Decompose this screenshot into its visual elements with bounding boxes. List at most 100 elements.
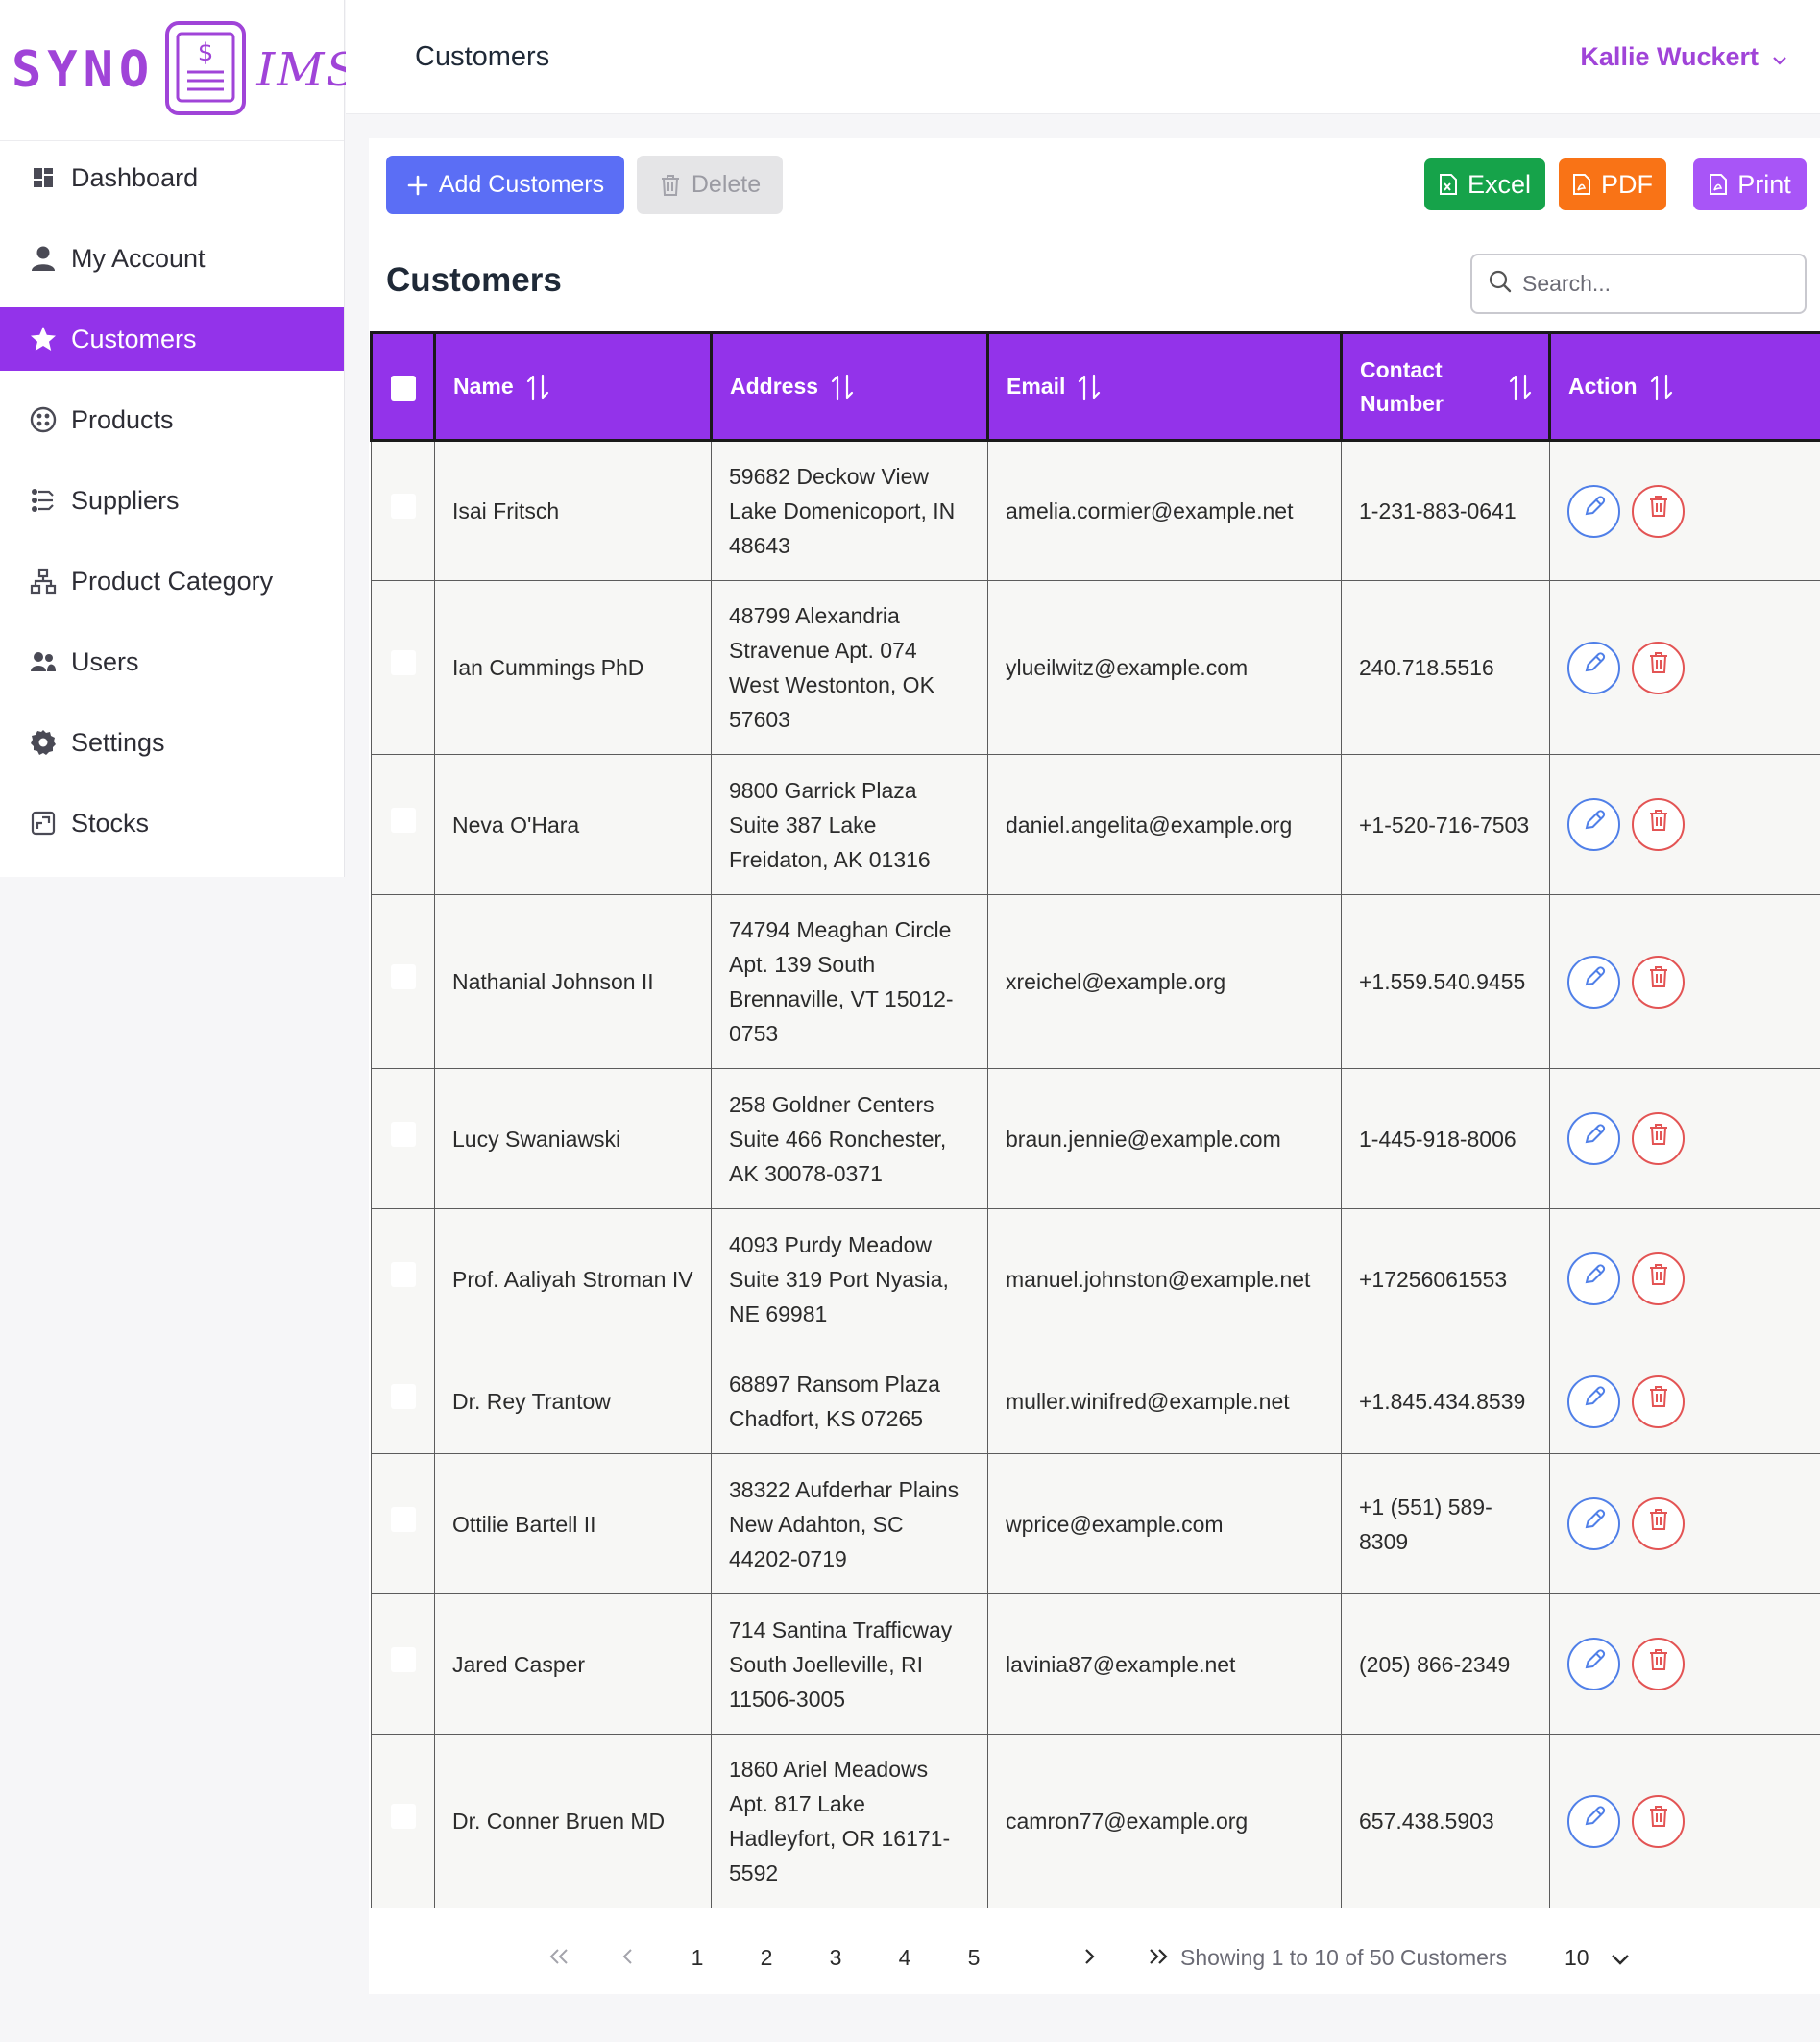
- delete-row-button[interactable]: [1632, 641, 1685, 694]
- select-all-checkbox[interactable]: [390, 375, 416, 401]
- page-number-button[interactable]: 4: [898, 1944, 911, 1970]
- cell-address: 714 Santina Trafficway South Joelleville…: [711, 1593, 988, 1735]
- table-row[interactable]: Ottilie Bartell II 38322 Aufderhar Plains…: [371, 1453, 1820, 1594]
- column-header-action[interactable]: Action: [1548, 331, 1820, 442]
- table-row[interactable]: Dr. Rey Trantow 68897 Ransom Plaza Chadfo…: [371, 1349, 1820, 1454]
- svg-text:$: $: [198, 38, 214, 67]
- page-number-button[interactable]: 2: [760, 1944, 773, 1970]
- sidebar-item-products[interactable]: Products: [0, 388, 344, 451]
- edit-button[interactable]: [1567, 641, 1620, 694]
- print-button[interactable]: Print: [1693, 158, 1807, 210]
- prev-page-button[interactable]: [609, 1945, 647, 1971]
- row-checkbox[interactable]: [390, 964, 416, 989]
- sort-icon[interactable]: [1077, 374, 1102, 401]
- column-header-name[interactable]: Name: [433, 331, 713, 442]
- edit-button[interactable]: [1567, 1794, 1620, 1848]
- suppliers-icon: [29, 486, 58, 515]
- delete-row-button[interactable]: [1632, 1112, 1685, 1165]
- edit-button[interactable]: [1567, 1112, 1620, 1165]
- edit-button[interactable]: [1567, 1252, 1620, 1305]
- sidebar-item-settings[interactable]: Settings: [0, 711, 344, 774]
- delete-row-button[interactable]: [1632, 1497, 1685, 1550]
- delete-row-button[interactable]: [1632, 955, 1685, 1009]
- table-row[interactable]: Jared Casper 714 Santina Trafficway South…: [371, 1593, 1820, 1735]
- user-menu[interactable]: Kallie Wuckert: [1580, 42, 1787, 72]
- edit-button[interactable]: [1567, 1497, 1620, 1550]
- row-checkbox[interactable]: [390, 1506, 416, 1532]
- table-row[interactable]: Prof. Aaliyah Stroman IV 4093 Purdy Meado…: [371, 1208, 1820, 1349]
- sidebar-item-label: Suppliers: [71, 485, 180, 515]
- sort-icon[interactable]: [1649, 374, 1674, 401]
- cell-email: amelia.cormier@example.net: [987, 440, 1342, 581]
- app-logo[interactable]: SYNO $ IMS: [0, 0, 357, 141]
- row-checkbox[interactable]: [390, 1261, 416, 1287]
- table-row[interactable]: Ian Cummings PhD 48799 Alexandria Straven…: [371, 580, 1820, 755]
- first-page-button[interactable]: [540, 1945, 578, 1971]
- edit-button[interactable]: [1567, 955, 1620, 1009]
- delete-button[interactable]: Delete: [637, 156, 783, 214]
- edit-button[interactable]: [1567, 484, 1620, 538]
- column-header-address[interactable]: Address: [710, 331, 989, 442]
- row-checkbox[interactable]: [390, 650, 416, 675]
- table-row[interactable]: Neva O'Hara 9800 Garrick Plaza Suite 387 …: [371, 754, 1820, 895]
- sidebar-item-stocks[interactable]: Stocks: [0, 791, 344, 855]
- last-page-button[interactable]: [1139, 1945, 1177, 1971]
- cell-name: Lucy Swaniawski: [434, 1068, 712, 1209]
- trash-icon: [1647, 808, 1670, 842]
- edit-button[interactable]: [1567, 1638, 1620, 1690]
- table-row[interactable]: Isai Fritsch 59682 Deckow View Lake Domen…: [371, 440, 1820, 581]
- sidebar-item-suppliers[interactable]: Suppliers: [0, 469, 344, 532]
- pencil-icon: [1582, 1262, 1607, 1297]
- column-header-contact[interactable]: Contact Number: [1340, 331, 1551, 442]
- export-pdf-button[interactable]: PDF: [1559, 158, 1666, 210]
- cell-contact: +1.559.540.9455: [1341, 894, 1550, 1069]
- sidebar-item-product-category[interactable]: Product Category: [0, 549, 344, 613]
- delete-row-button[interactable]: [1632, 798, 1685, 851]
- cell-address: 74794 Meaghan Circle Apt. 139 South Bren…: [711, 894, 988, 1069]
- column-header-email[interactable]: Email: [986, 331, 1343, 442]
- sidebar-item-dashboard[interactable]: Dashboard: [0, 146, 344, 209]
- column-label: Address: [730, 374, 819, 399]
- per-page-value: 10: [1565, 1944, 1589, 1970]
- sidebar-item-my-account[interactable]: My Account: [0, 227, 344, 290]
- search-box[interactable]: [1470, 254, 1807, 314]
- excel-file-icon: [1439, 173, 1458, 196]
- table-row[interactable]: Dr. Conner Bruen MD 1860 Ariel Meadows Ap…: [371, 1734, 1820, 1908]
- row-checkbox[interactable]: [390, 1121, 416, 1147]
- cell-actions: [1549, 1734, 1820, 1908]
- delete-row-button[interactable]: [1632, 1374, 1685, 1428]
- delete-row-button[interactable]: [1632, 1252, 1685, 1305]
- row-checkbox[interactable]: [390, 1804, 416, 1829]
- row-checkbox[interactable]: [390, 494, 416, 519]
- sidebar-item-label: Customers: [71, 324, 197, 353]
- cell-email: camron77@example.org: [987, 1734, 1342, 1908]
- edit-button[interactable]: [1567, 798, 1620, 851]
- export-excel-button[interactable]: Excel: [1424, 158, 1545, 210]
- row-checkbox[interactable]: [390, 1384, 416, 1409]
- row-select-cell: [371, 1453, 435, 1594]
- excel-label: Excel: [1467, 169, 1532, 199]
- delete-row-button[interactable]: [1632, 1794, 1685, 1848]
- sidebar-item-users[interactable]: Users: [0, 630, 344, 693]
- sidebar-item-customers[interactable]: Customers: [0, 307, 344, 371]
- table-row[interactable]: Nathanial Johnson II 74794 Meaghan Circle…: [371, 894, 1820, 1069]
- next-page-button[interactable]: [1070, 1945, 1108, 1971]
- page-number-button[interactable]: 3: [829, 1944, 842, 1970]
- row-checkbox[interactable]: [390, 1646, 416, 1672]
- sort-icon[interactable]: [1508, 374, 1533, 401]
- row-checkbox[interactable]: [390, 807, 416, 833]
- chevron-down-icon: [1611, 1945, 1630, 1971]
- sort-icon[interactable]: [525, 374, 550, 401]
- edit-button[interactable]: [1567, 1374, 1620, 1428]
- sort-icon[interactable]: [830, 374, 855, 401]
- page-number-button[interactable]: 5: [967, 1944, 981, 1970]
- per-page-select[interactable]: 10: [1565, 1945, 1630, 1971]
- pagination: Showing 1 to 10 of 50 Customers 10 1 2 3 4 5: [369, 1929, 1820, 1986]
- delete-row-button[interactable]: [1632, 484, 1685, 538]
- page-number-button[interactable]: 1: [691, 1944, 704, 1970]
- table-row[interactable]: Lucy Swaniawski 258 Goldner Centers Suite…: [371, 1068, 1820, 1209]
- delete-row-button[interactable]: [1632, 1638, 1685, 1690]
- search-input[interactable]: [1522, 271, 1791, 297]
- add-customers-button[interactable]: Add Customers: [386, 156, 624, 214]
- pencil-icon: [1582, 808, 1607, 842]
